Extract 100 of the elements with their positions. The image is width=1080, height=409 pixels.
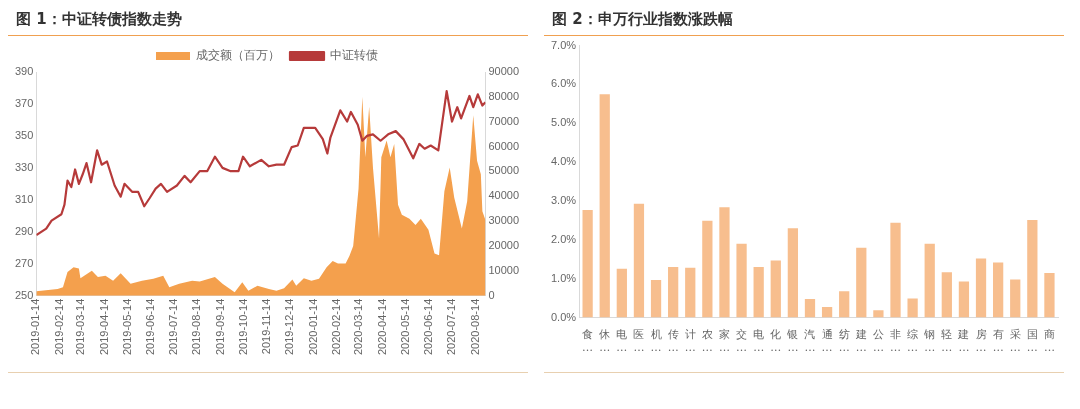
x-tick-label: 机… <box>650 328 662 355</box>
bar <box>907 298 918 318</box>
x-tick-label: 银… <box>786 328 799 355</box>
bar <box>1010 279 1021 318</box>
y-tick-label: 3.0% <box>550 194 577 207</box>
x-tick-label: 建… <box>957 328 970 355</box>
x-tick-label: 纺… <box>838 328 850 355</box>
bar <box>1044 272 1055 318</box>
x-tick-label: 2019-07-14 <box>166 298 179 356</box>
x-tick-label: 食… <box>582 328 594 355</box>
x-tick-label: 医… <box>633 328 645 355</box>
bar <box>668 267 679 318</box>
x-tick-label: 钢… <box>923 328 936 355</box>
bar <box>599 94 610 318</box>
y-tick-label: 0.0% <box>550 310 577 323</box>
x-tick-label: 电… <box>616 328 628 355</box>
x-tick-label: 传… <box>667 328 679 355</box>
bar <box>770 260 781 318</box>
y2-tick-label: 0 <box>488 288 495 301</box>
y-tick-label: 250 <box>14 288 34 301</box>
x-tick-label: 国… <box>1026 328 1038 355</box>
x-tick-label: 公… <box>872 328 884 355</box>
x-tick-label: 2020-02-14 <box>330 298 343 356</box>
bar <box>702 220 713 318</box>
x-tick-label: 化… <box>770 328 782 355</box>
bar <box>958 281 970 318</box>
y2-tick-label: 70000 <box>488 114 520 127</box>
x-tick-label: 通… <box>821 328 833 355</box>
bar <box>582 209 593 318</box>
bar <box>804 298 816 318</box>
y2-tick-label: 50000 <box>488 164 520 177</box>
y-tick-label: 270 <box>14 256 34 269</box>
y-tick-label: 6.0% <box>550 77 577 90</box>
x-tick-label: 2019-11-14 <box>260 298 273 355</box>
x-tick-label: 有… <box>992 328 1004 355</box>
y-tick-label: 330 <box>14 160 34 173</box>
y-tick-label: 370 <box>14 96 34 109</box>
x-tick-label: 2019-05-14 <box>120 298 133 356</box>
x-tick-label: 2019-09-14 <box>214 298 227 356</box>
y-tick-label: 1.0% <box>550 271 577 284</box>
bar <box>719 207 730 318</box>
x-tick-label: 采… <box>1009 328 1021 355</box>
y2-tick-label: 30000 <box>488 214 520 227</box>
x-tick-label: 2020-01-14 <box>306 298 319 356</box>
bar <box>839 291 850 318</box>
chart-title: 图 1：中证转债指数走势 <box>8 4 528 36</box>
x-tick-label: 2019-06-14 <box>144 298 157 356</box>
x-tick-label: 2019-01-14 <box>29 298 42 356</box>
y2-tick-label: 60000 <box>488 139 520 152</box>
bar <box>924 243 935 318</box>
bar <box>856 247 867 318</box>
x-tick-label: 2019-10-14 <box>236 298 249 356</box>
legend-label: 中证转债 <box>330 48 378 63</box>
y-tick-label: 310 <box>14 192 34 205</box>
x-tick-label: 2019-02-14 <box>52 298 65 356</box>
y-tick-label: 390 <box>14 65 34 78</box>
x-tick-label: 建… <box>854 328 867 355</box>
y2-tick-label: 40000 <box>488 189 520 202</box>
y2-tick-label: 10000 <box>488 263 520 276</box>
x-tick-label: 汽… <box>804 328 816 355</box>
x-tick-label: 家… <box>718 328 730 355</box>
x-tick-label: 2019-04-14 <box>97 298 110 356</box>
y2-tick-label: 20000 <box>488 239 520 252</box>
legend-label: 成交额（百万） <box>196 48 280 63</box>
x-tick-label: 商… <box>1043 328 1055 355</box>
x-tick-label: 2020-03-14 <box>352 298 365 356</box>
y-tick-label: 5.0% <box>550 116 577 129</box>
x-tick-label: 2019-08-14 <box>190 298 203 356</box>
bar <box>736 243 747 318</box>
x-tick-label: 计… <box>684 328 696 355</box>
x-tick-label: 电… <box>753 328 765 355</box>
bar <box>890 222 901 318</box>
bar <box>633 203 645 318</box>
y2-tick-label: 80000 <box>488 89 520 102</box>
bar <box>821 307 833 318</box>
bar <box>753 267 764 318</box>
bar <box>873 310 884 318</box>
y-tick-label: 350 <box>14 128 34 141</box>
x-tick-label: 轻… <box>941 328 953 355</box>
y-tick-label: 7.0% <box>550 38 577 51</box>
x-tick-label: 房… <box>975 328 987 355</box>
bar <box>941 272 952 318</box>
x-tick-label: 农… <box>701 328 713 355</box>
x-tick-label: 交… <box>736 328 748 355</box>
x-tick-label: 非… <box>890 328 902 355</box>
x-tick-label: 休… <box>599 328 611 355</box>
chart-title: 图 2：申万行业指数涨跌幅 <box>544 4 1064 36</box>
bar <box>993 262 1004 318</box>
bar <box>616 268 627 318</box>
bar <box>1027 220 1038 318</box>
bar <box>650 279 662 318</box>
bar <box>787 228 799 318</box>
x-tick-label: 2020-05-14 <box>398 298 411 356</box>
x-tick-label: 2020-04-14 <box>375 298 388 356</box>
bar <box>975 258 987 318</box>
y-tick-label: 4.0% <box>550 155 577 168</box>
y-tick-label: 290 <box>14 224 34 237</box>
x-tick-label: 综… <box>907 328 919 355</box>
y-tick-label: 2.0% <box>550 232 577 245</box>
y2-tick-label: 90000 <box>488 65 520 78</box>
